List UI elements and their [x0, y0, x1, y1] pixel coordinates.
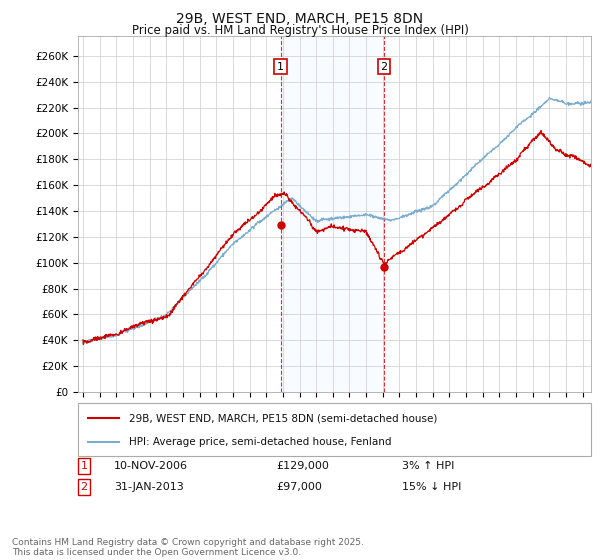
Text: 1: 1: [277, 62, 284, 72]
Text: 2: 2: [380, 62, 388, 72]
Text: 1: 1: [80, 461, 88, 471]
Text: Price paid vs. HM Land Registry's House Price Index (HPI): Price paid vs. HM Land Registry's House …: [131, 24, 469, 36]
Text: Contains HM Land Registry data © Crown copyright and database right 2025.
This d: Contains HM Land Registry data © Crown c…: [12, 538, 364, 557]
Text: HPI: Average price, semi-detached house, Fenland: HPI: Average price, semi-detached house,…: [130, 436, 392, 446]
Text: 10-NOV-2006: 10-NOV-2006: [114, 461, 188, 471]
Text: 31-JAN-2013: 31-JAN-2013: [114, 482, 184, 492]
Text: 2: 2: [80, 482, 88, 492]
Text: £129,000: £129,000: [276, 461, 329, 471]
Text: 29B, WEST END, MARCH, PE15 8DN: 29B, WEST END, MARCH, PE15 8DN: [176, 12, 424, 26]
FancyBboxPatch shape: [78, 403, 591, 456]
Text: 3% ↑ HPI: 3% ↑ HPI: [402, 461, 454, 471]
Text: 29B, WEST END, MARCH, PE15 8DN (semi-detached house): 29B, WEST END, MARCH, PE15 8DN (semi-det…: [130, 413, 437, 423]
Text: £97,000: £97,000: [276, 482, 322, 492]
Text: 15% ↓ HPI: 15% ↓ HPI: [402, 482, 461, 492]
Bar: [281, 36, 384, 392]
